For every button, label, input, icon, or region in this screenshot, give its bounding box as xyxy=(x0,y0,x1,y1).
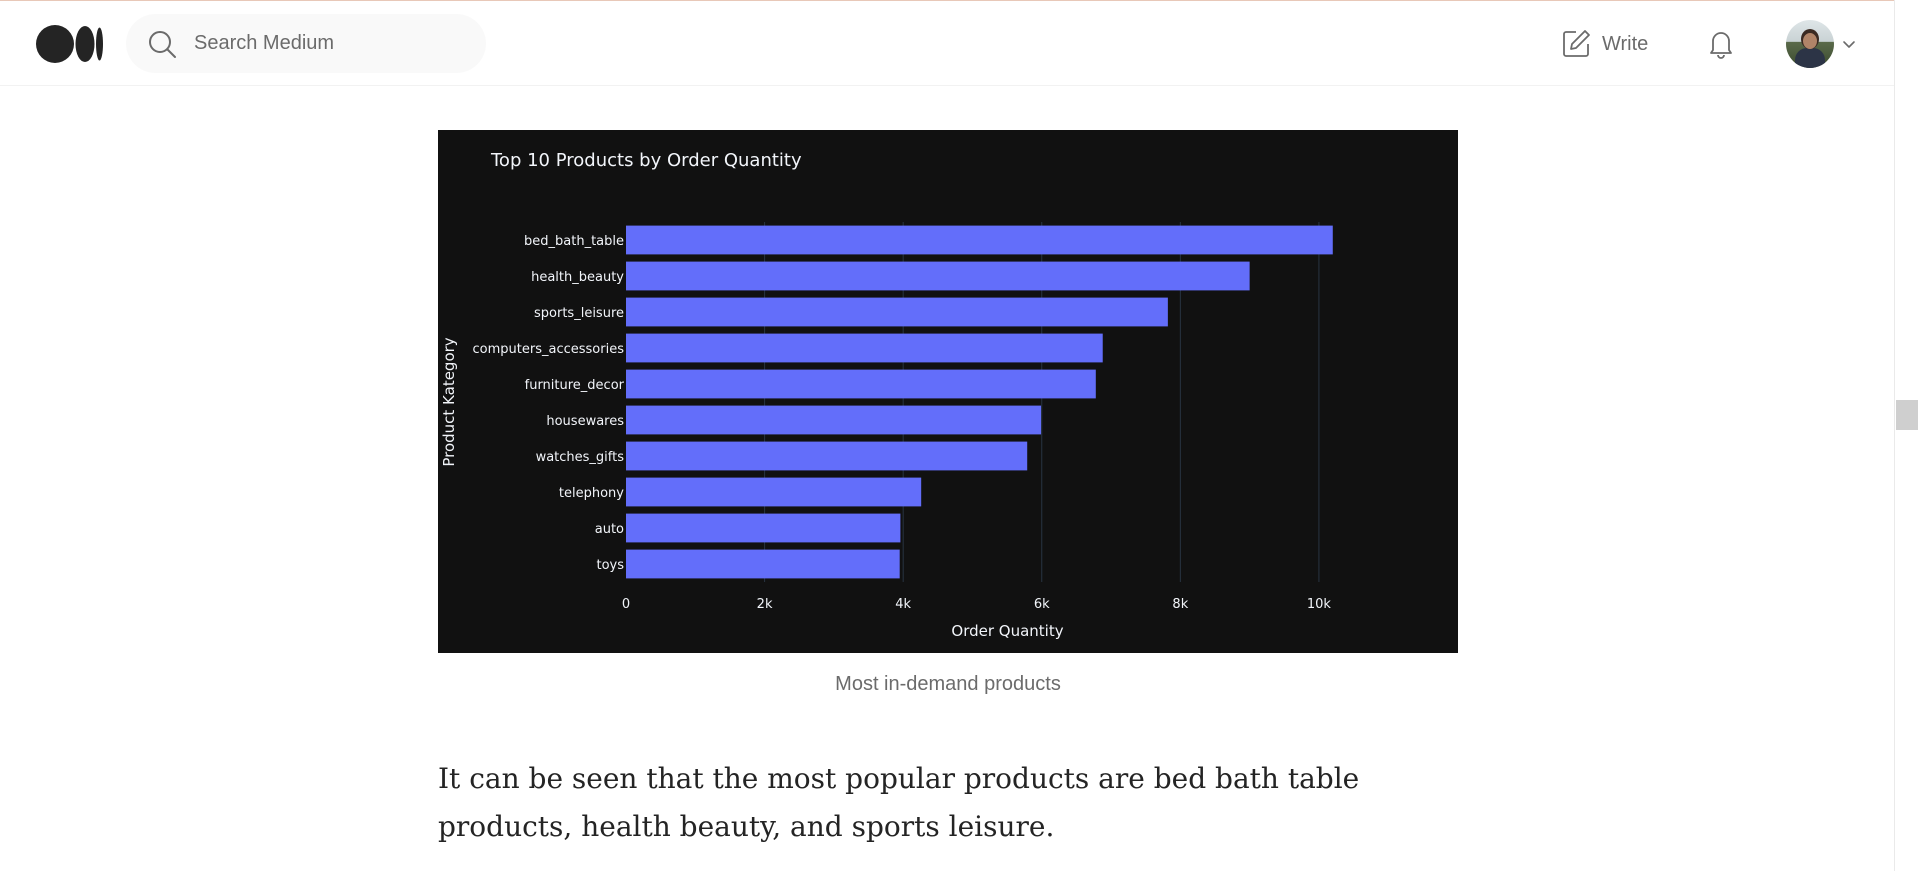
article-paragraph: It can be seen that the most popular pro… xyxy=(438,762,1360,843)
x-tick-label: 10k xyxy=(1307,597,1332,612)
x-tick-label: 6k xyxy=(1034,597,1050,612)
notifications-bell-icon[interactable] xyxy=(1704,26,1738,60)
bar xyxy=(626,333,1103,363)
y-tick-label: toys xyxy=(596,558,624,573)
bar xyxy=(626,369,1096,399)
bar xyxy=(626,549,900,579)
pencil-icon xyxy=(1560,28,1592,60)
bar xyxy=(626,441,1028,471)
y-tick-label: housewares xyxy=(546,414,624,429)
y-tick-label: computers_accessories xyxy=(473,342,625,357)
x-axis-label: Order Quantity xyxy=(951,622,1063,640)
avatar[interactable] xyxy=(1786,20,1834,68)
figure-caption: Most in-demand products xyxy=(835,673,1061,695)
search-input[interactable] xyxy=(192,31,456,56)
search-icon xyxy=(146,28,178,60)
medium-logo-icon[interactable] xyxy=(36,25,104,63)
top-accent-line xyxy=(0,0,1920,1)
y-tick-label: watches_gifts xyxy=(536,450,625,465)
user-menu[interactable] xyxy=(1786,20,1856,68)
x-tick-label: 0 xyxy=(622,597,630,612)
scrollbar-track[interactable] xyxy=(1894,0,1920,871)
y-tick-label: sports_leisure xyxy=(534,306,624,321)
y-tick-label: health_beauty xyxy=(531,270,624,285)
y-tick-label: telephony xyxy=(559,486,624,501)
top-navigation-bar: Write xyxy=(0,1,1894,86)
scrollbar-thumb[interactable] xyxy=(1896,400,1918,430)
y-axis-label: Product Kategory xyxy=(440,337,458,466)
y-tick-label: furniture_decor xyxy=(525,378,625,393)
chart-title: Top 10 Products by Order Quantity xyxy=(490,150,802,171)
bar xyxy=(626,297,1168,327)
bar xyxy=(626,477,922,507)
search-box[interactable] xyxy=(126,14,486,73)
x-tick-label: 8k xyxy=(1172,597,1188,612)
bar-chart: 0 2k 4k 6k 8k 10k bed_bath_table health_beautys… xyxy=(440,150,1333,640)
bar xyxy=(626,513,901,543)
x-tick-label: 2k xyxy=(757,597,773,612)
bar xyxy=(626,225,1333,255)
chevron-down-icon xyxy=(1842,37,1856,51)
write-button[interactable]: Write xyxy=(1560,26,1648,62)
bar xyxy=(626,261,1250,291)
write-label: Write xyxy=(1602,32,1649,55)
x-tick-label: 4k xyxy=(895,597,911,612)
y-tick-label: auto xyxy=(595,522,624,537)
bar xyxy=(626,405,1042,435)
y-tick-label: bed_bath_table xyxy=(524,234,624,249)
